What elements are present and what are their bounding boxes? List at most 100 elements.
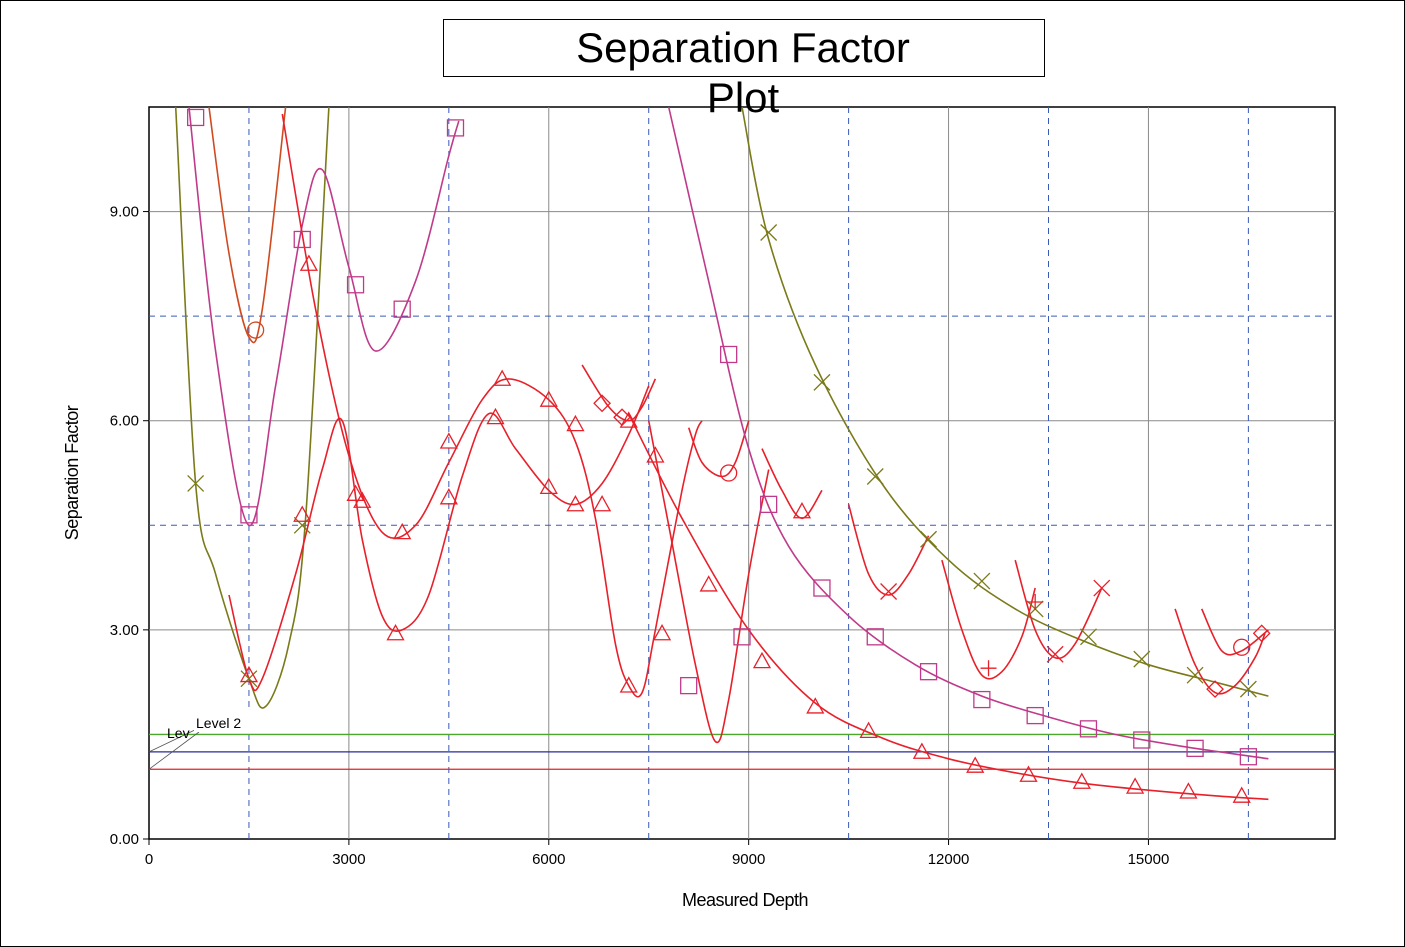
square-marker xyxy=(866,628,884,646)
square-marker xyxy=(1026,706,1044,725)
triangle-marker xyxy=(346,484,365,501)
triangle-marker xyxy=(386,624,405,641)
square-marker xyxy=(720,345,738,364)
triangle-marker xyxy=(393,522,412,540)
x-marker xyxy=(187,474,205,492)
square-marker xyxy=(1186,739,1204,758)
circle-marker xyxy=(1233,638,1251,656)
square-marker xyxy=(973,690,991,709)
series-line-1 xyxy=(208,107,287,344)
triangle-marker xyxy=(299,254,319,271)
triangle-marker xyxy=(1019,765,1038,782)
y-tick-label: 0.00 xyxy=(110,831,139,848)
series-line-4 xyxy=(228,385,650,692)
triangle-marker xyxy=(353,491,372,508)
triangle-marker xyxy=(539,390,558,407)
series-line-9 xyxy=(627,413,1269,801)
series-line-5 xyxy=(647,420,770,744)
plot-area xyxy=(148,106,1336,840)
triangle-marker xyxy=(752,651,772,669)
y-tick-label: 9.00 xyxy=(110,204,139,221)
triangle-marker xyxy=(239,665,259,683)
title-box xyxy=(443,19,1045,77)
series-line-6 xyxy=(581,364,657,422)
square-marker xyxy=(760,495,778,514)
level-leader xyxy=(148,731,200,770)
triangle-marker xyxy=(619,676,638,693)
series-line-15 xyxy=(1174,608,1266,695)
triangle-marker xyxy=(592,495,612,512)
x-tick-label: 0 xyxy=(145,851,153,868)
plus-marker xyxy=(980,660,997,677)
triangle-marker xyxy=(566,414,585,432)
triangle-marker xyxy=(1072,772,1091,789)
square-marker xyxy=(1079,720,1098,738)
x-marker xyxy=(1093,579,1111,597)
circle-marker xyxy=(720,464,738,482)
x-marker xyxy=(880,583,898,600)
series-group xyxy=(174,107,1269,801)
x-marker xyxy=(1239,680,1257,698)
triangle-marker xyxy=(699,575,718,592)
series-line-16 xyxy=(1200,608,1269,656)
x-axis-title: Measured Depth xyxy=(682,890,808,910)
triangle-marker xyxy=(293,505,312,522)
square-marker xyxy=(680,676,698,695)
triangle-marker xyxy=(1126,777,1145,794)
triangle-marker xyxy=(486,407,505,425)
triangle-marker xyxy=(539,477,558,494)
series-line-3 xyxy=(281,113,703,698)
diamond-marker xyxy=(1206,680,1224,699)
x-marker xyxy=(1046,645,1064,663)
x-marker xyxy=(920,530,938,548)
square-marker xyxy=(813,579,831,597)
marker-group xyxy=(186,108,1271,803)
series-line-0 xyxy=(174,107,330,709)
diamond-marker xyxy=(593,394,611,413)
plus-marker xyxy=(1027,593,1044,610)
triangle-marker xyxy=(493,369,512,386)
series-line-12 xyxy=(847,504,930,596)
square-marker xyxy=(346,276,365,294)
x-marker xyxy=(1080,628,1097,646)
triangle-marker xyxy=(1179,782,1198,799)
series-line-10 xyxy=(667,107,1269,760)
square-marker xyxy=(293,230,311,249)
x-marker xyxy=(1186,666,1204,684)
triangle-marker xyxy=(859,721,878,738)
triangle-marker xyxy=(1232,786,1251,803)
triangle-marker xyxy=(439,432,458,449)
chart-title-line-2: Plot xyxy=(706,74,780,121)
triangle-marker xyxy=(792,502,812,519)
x-marker xyxy=(813,373,831,391)
circle-marker xyxy=(246,321,265,339)
x-tick-label: 12000 xyxy=(928,851,970,868)
series-line-8 xyxy=(761,448,823,520)
y-tick-label: 6.00 xyxy=(110,413,139,430)
square-marker xyxy=(733,628,751,646)
triangle-marker xyxy=(966,756,985,773)
level-1-label: Lev xyxy=(167,725,190,741)
square-marker xyxy=(919,663,938,681)
triangle-marker xyxy=(566,495,585,512)
x-marker xyxy=(760,224,778,241)
series-line-11 xyxy=(741,107,1269,697)
x-marker xyxy=(1133,650,1151,668)
chart-title-line-1: Separation Factor xyxy=(576,24,910,71)
x-tick-label: 9000 xyxy=(732,851,765,868)
x-marker xyxy=(866,468,884,485)
y-tick-label: 3.00 xyxy=(110,622,139,639)
square-marker xyxy=(240,506,258,524)
triangle-marker xyxy=(912,742,932,759)
level-leader xyxy=(148,727,200,753)
series-line-13 xyxy=(941,559,1036,680)
triangle-marker xyxy=(439,488,458,505)
x-marker xyxy=(240,670,258,688)
x-tick-label: 6000 xyxy=(532,851,565,868)
square-marker xyxy=(186,108,205,127)
x-tick-label: 3000 xyxy=(332,851,365,868)
x-marker xyxy=(973,572,991,590)
square-marker xyxy=(1133,731,1151,749)
triangle-marker xyxy=(619,411,638,428)
